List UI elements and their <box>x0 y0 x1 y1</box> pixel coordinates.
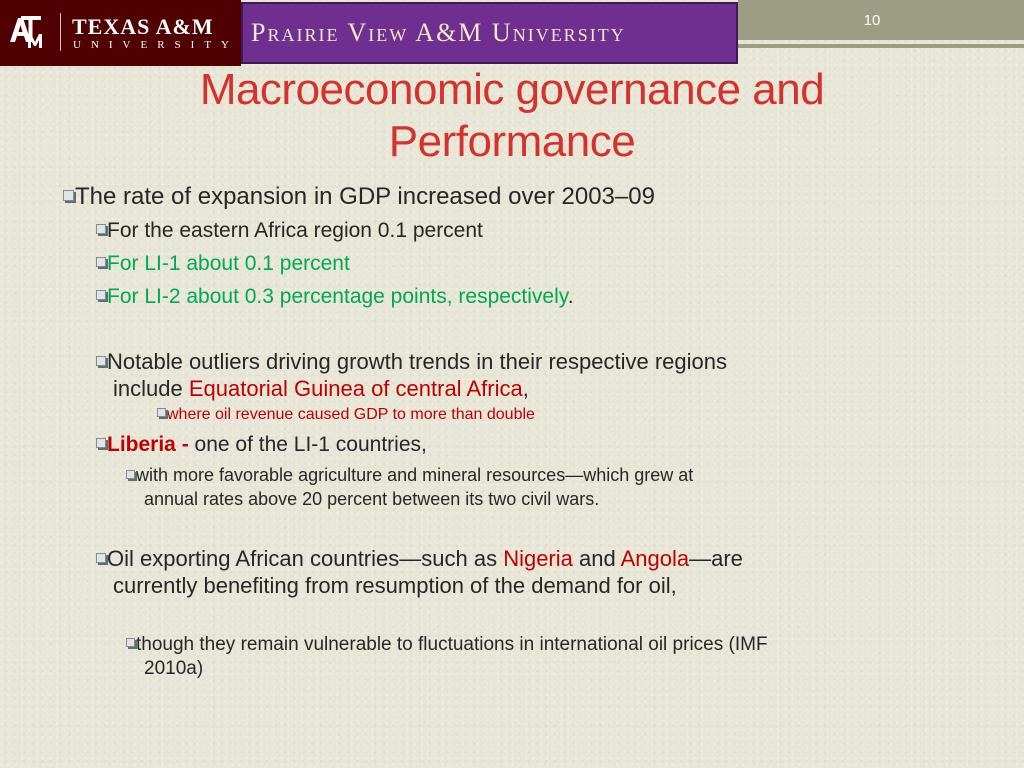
equatorial-guinea-text: Equatorial Guinea of central Africa <box>188 376 523 401</box>
bullet-text: include <box>113 376 189 401</box>
atm-logo-icon <box>6 12 48 50</box>
bullet-agriculture-cont: annual rates above 20 percent between it… <box>144 489 599 510</box>
bullet-text-end: . <box>567 285 574 308</box>
bullet-text-end: —are <box>689 546 743 571</box>
bullet-text: with more favorable agriculture and mine… <box>136 465 694 485</box>
tamu-wordmark: TEXAS A&M <box>72 14 214 39</box>
bullet-liberia: Liberia - one of the LI-1 countries, <box>96 433 427 457</box>
checkbox-bullet-icon <box>63 190 76 204</box>
bullet-gdp-expansion: The rate of expansion in GDP increased o… <box>63 183 655 211</box>
tamu-banner: TEXAS A&M UNIVERSITY <box>0 0 241 66</box>
checkbox-bullet-icon <box>126 638 137 650</box>
slide-number: 10 <box>863 12 881 29</box>
banner-divider <box>60 13 61 51</box>
header-accent-line <box>738 44 1024 48</box>
checkbox-bullet-icon <box>157 408 168 420</box>
bullet-text: 2010a) <box>144 658 204 679</box>
bullet-oil-revenue: where oil revenue caused GDP to more tha… <box>157 406 535 424</box>
nigeria-text: Nigeria <box>503 546 573 571</box>
checkbox-bullet-icon <box>96 290 108 303</box>
bullet-text: one of the LI-1 countries, <box>194 433 427 456</box>
checkbox-bullet-icon <box>126 469 137 481</box>
slide-header: TEXAS A&M UNIVERSITY Prairie View A&M Un… <box>0 0 1024 66</box>
checkbox-bullet-icon <box>96 224 108 237</box>
bullet-text: currently benefiting from resumption of … <box>113 573 677 598</box>
bullet-oil-exporting-cont: currently benefiting from resumption of … <box>113 573 677 599</box>
bullet-text: and <box>572 546 621 571</box>
bullet-text: For LI-1 about 0.1 percent <box>107 252 350 275</box>
pvamu-wordmark: Prairie View A&M University <box>251 18 626 47</box>
slide-title: Macroeconomic governance and Performance <box>110 64 914 168</box>
bullet-li1: For LI-1 about 0.1 percent <box>96 252 350 276</box>
bullet-text: Notable outliers driving growth trends i… <box>107 349 727 374</box>
title-line-1: Macroeconomic governance and <box>199 65 825 114</box>
bullet-oil-exporting: Oil exporting African countries—such as … <box>96 546 743 572</box>
bullet-text: annual rates above 20 percent between it… <box>144 489 600 509</box>
bullet-eastern-africa: For the eastern Africa region 0.1 percen… <box>96 219 483 243</box>
title-line-2: Performance <box>388 117 636 166</box>
checkbox-bullet-icon <box>96 356 108 369</box>
checkbox-bullet-icon <box>96 553 108 566</box>
header-accent-bar <box>738 0 1024 40</box>
bullet-li2: For LI-2 about 0.3 percentage points, re… <box>96 285 574 309</box>
pvamu-banner: Prairie View A&M University <box>241 2 738 64</box>
checkbox-bullet-icon <box>96 438 108 451</box>
liberia-text: Liberia - <box>107 433 195 456</box>
bullet-text: where oil revenue caused GDP to more tha… <box>167 406 535 423</box>
bullet-text: though they remain vulnerable to fluctua… <box>136 634 768 655</box>
bullet-text-end: , <box>522 376 529 401</box>
bullet-vulnerable-cont: 2010a) <box>144 658 203 680</box>
checkbox-bullet-icon <box>96 257 108 270</box>
bullet-agriculture: with more favorable agriculture and mine… <box>126 465 693 486</box>
bullet-notable-outliers: Notable outliers driving growth trends i… <box>96 349 727 375</box>
tamu-subtitle: UNIVERSITY <box>73 39 239 51</box>
bullet-notable-outliers-cont: include Equatorial Guinea of central Afr… <box>113 376 529 402</box>
bullet-text: Oil exporting African countries—such as <box>107 546 504 571</box>
bullet-text: For the eastern Africa region 0.1 percen… <box>107 219 483 242</box>
bullet-text-green: For LI-2 about 0.3 percentage points, re… <box>107 285 568 308</box>
bullet-vulnerable: though they remain vulnerable to fluctua… <box>126 634 768 656</box>
bullet-text: The rate of expansion in GDP increased o… <box>75 183 655 210</box>
angola-text: Angola <box>620 546 690 571</box>
